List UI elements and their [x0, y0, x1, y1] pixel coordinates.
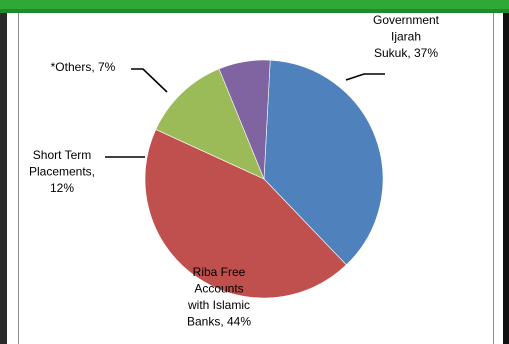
top-accent-band [0, 0, 509, 13]
pie-slice-3 [155, 68, 265, 180]
data-label-line: 12% [50, 181, 74, 195]
leader-line-4 [131, 68, 168, 93]
data-label-2: Riba Free Accounts with Islamic Banks, 44% [187, 265, 251, 329]
data-label-1: Government Ijarah Sukuk, 37% [373, 13, 440, 60]
data-label-line: Short Term [33, 148, 91, 162]
data-label-line: Government [373, 13, 440, 27]
pie-slice-4 [218, 59, 271, 180]
data-label-line: Riba Free [193, 265, 246, 279]
data-label-line: *Others, 7% [51, 60, 116, 74]
leader-line-1 [345, 73, 385, 81]
pie-slice-2 [144, 129, 347, 299]
top-accent-inner [0, 0, 509, 9]
data-label-line: with Islamic [187, 298, 250, 312]
left-edge-bar [0, 13, 7, 344]
data-label-4: *Others, 7% [51, 60, 116, 74]
chart-frame [18, 13, 494, 344]
pie-slice-1 [263, 59, 384, 266]
data-label-line: Accounts [194, 282, 243, 296]
data-label-line: Banks, 44% [187, 315, 251, 329]
right-edge-bar [503, 13, 509, 344]
data-label-line: Placements, [29, 165, 95, 179]
data-label-line: Ijarah [391, 30, 421, 44]
data-label-line: Sukuk, 37% [374, 46, 438, 60]
data-label-3: Short Term Placements, 12% [29, 148, 95, 195]
